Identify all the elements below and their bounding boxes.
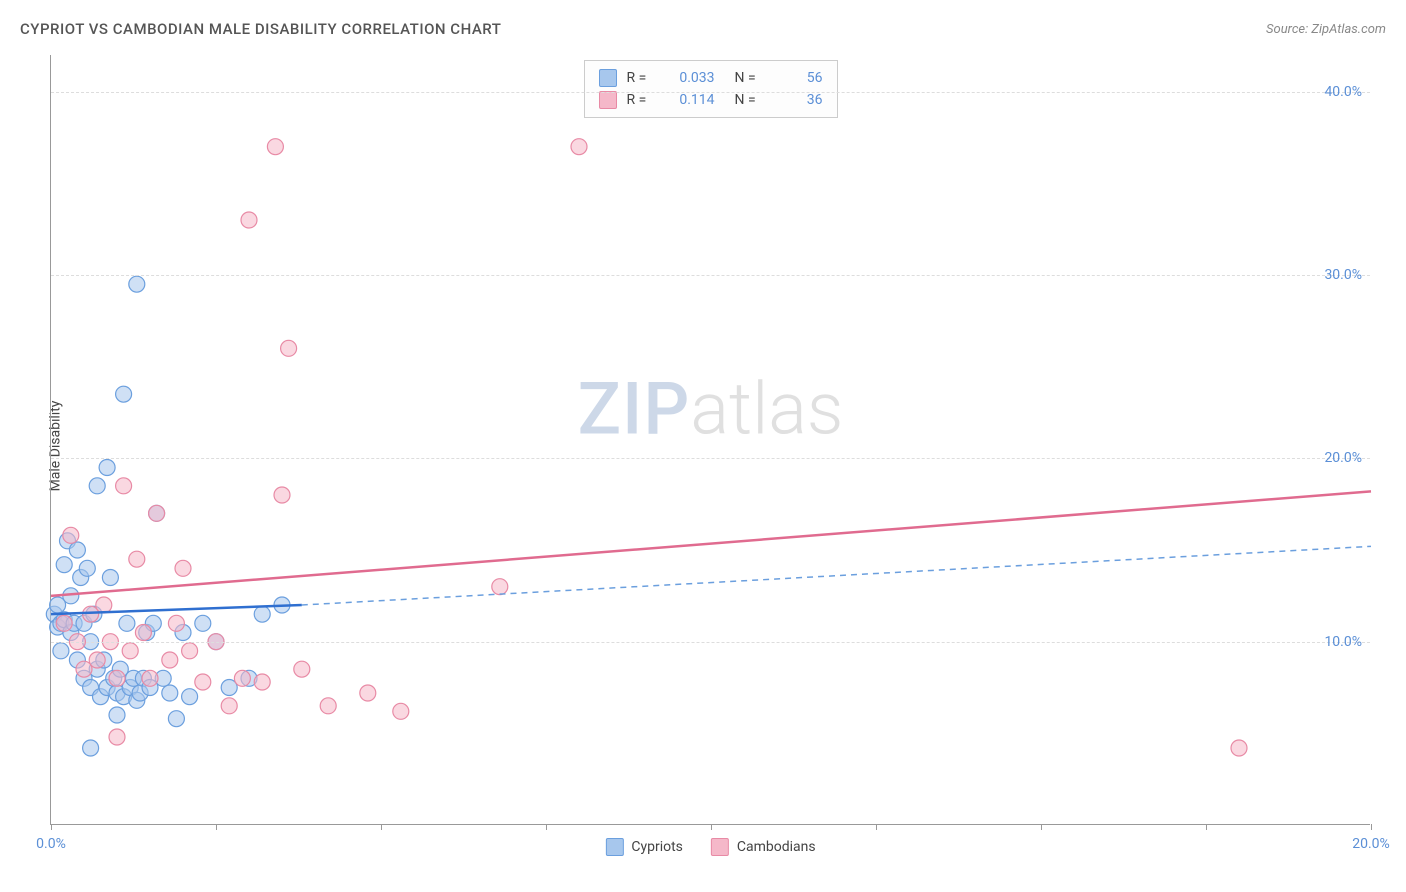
y-tick-label: 30.0% [1324, 267, 1362, 283]
legend-n-label: N = [735, 92, 763, 108]
chart-container: CYPRIOT VS CAMBODIAN MALE DISABILITY COR… [0, 0, 1406, 892]
data-point [360, 685, 376, 701]
legend-n-value: 56 [773, 70, 823, 86]
data-point [119, 615, 135, 631]
data-point [122, 643, 138, 659]
x-tick [546, 824, 547, 830]
data-point [195, 674, 211, 690]
data-point [320, 698, 336, 714]
data-point [168, 615, 184, 631]
data-point [129, 276, 145, 292]
data-point [254, 606, 270, 622]
data-point [175, 560, 191, 576]
data-point [281, 340, 297, 356]
data-point [234, 670, 250, 686]
legend-swatch [599, 69, 617, 87]
data-point [102, 570, 118, 586]
data-point [56, 557, 72, 573]
trend-line-dashed [302, 546, 1371, 605]
data-point [89, 652, 105, 668]
data-point [56, 615, 72, 631]
data-point [393, 703, 409, 719]
gridline [51, 458, 1370, 459]
legend-correlation: R = 0.033 N = 56 R = 0.114 N = 36 [584, 60, 838, 118]
x-tick [1371, 824, 1372, 830]
gridline [51, 275, 1370, 276]
data-point [274, 487, 290, 503]
x-tick [51, 824, 52, 830]
data-point [168, 711, 184, 727]
data-point [79, 560, 95, 576]
header: CYPRIOT VS CAMBODIAN MALE DISABILITY COR… [20, 20, 1386, 38]
data-point [109, 670, 125, 686]
y-tick-label: 10.0% [1324, 634, 1362, 650]
x-tick [711, 824, 712, 830]
data-point [53, 643, 69, 659]
data-point [162, 652, 178, 668]
legend-series-label: Cypriots [631, 839, 683, 855]
data-point [99, 460, 115, 476]
data-point [116, 478, 132, 494]
data-point [116, 386, 132, 402]
x-tick-label: 0.0% [36, 836, 66, 852]
plot-area: ZIPatlas R =0.033N =56R =0.114N =36 Cypr… [50, 55, 1370, 825]
legend-series-item: Cambodians [711, 838, 816, 856]
data-point [571, 139, 587, 155]
data-point [83, 740, 99, 756]
data-point [149, 505, 165, 521]
chart-title: CYPRIOT VS CAMBODIAN MALE DISABILITY COR… [20, 20, 501, 38]
data-point [1231, 740, 1247, 756]
legend-swatch [711, 838, 729, 856]
data-point [142, 670, 158, 686]
legend-series: Cypriots Cambodians [605, 838, 815, 856]
data-point [254, 674, 270, 690]
y-tick-label: 40.0% [1324, 84, 1362, 100]
data-point [89, 478, 105, 494]
data-point [182, 689, 198, 705]
data-point [135, 625, 151, 641]
data-point [162, 685, 178, 701]
data-point [182, 643, 198, 659]
x-tick [216, 824, 217, 830]
legend-r-label: R = [627, 92, 655, 108]
legend-swatch [605, 838, 623, 856]
gridline [51, 92, 1370, 93]
data-point [294, 661, 310, 677]
x-tick [1041, 824, 1042, 830]
data-point [492, 579, 508, 595]
trend-line [51, 491, 1371, 595]
data-point [109, 707, 125, 723]
legend-series-label: Cambodians [737, 839, 816, 855]
legend-row: R = 0.033 N = 56 [599, 67, 823, 89]
legend-n-value: 36 [773, 92, 823, 108]
x-tick [1206, 824, 1207, 830]
data-point [69, 542, 85, 558]
data-point [195, 615, 211, 631]
data-point [63, 527, 79, 543]
data-point [96, 597, 112, 613]
data-point [129, 551, 145, 567]
source-label: Source: ZipAtlas.com [1266, 22, 1386, 37]
x-tick [876, 824, 877, 830]
data-point [241, 212, 257, 228]
legend-r-value: 0.033 [665, 70, 715, 86]
data-point [267, 139, 283, 155]
legend-r-label: R = [627, 70, 655, 86]
chart-svg [51, 55, 1370, 824]
y-tick-label: 20.0% [1324, 450, 1362, 466]
legend-swatch [599, 91, 617, 109]
legend-r-value: 0.114 [665, 92, 715, 108]
data-point [109, 729, 125, 745]
legend-series-item: Cypriots [605, 838, 683, 856]
legend-n-label: N = [735, 70, 763, 86]
x-tick-label: 20.0% [1352, 836, 1390, 852]
x-tick [381, 824, 382, 830]
gridline [51, 642, 1370, 643]
data-point [221, 698, 237, 714]
